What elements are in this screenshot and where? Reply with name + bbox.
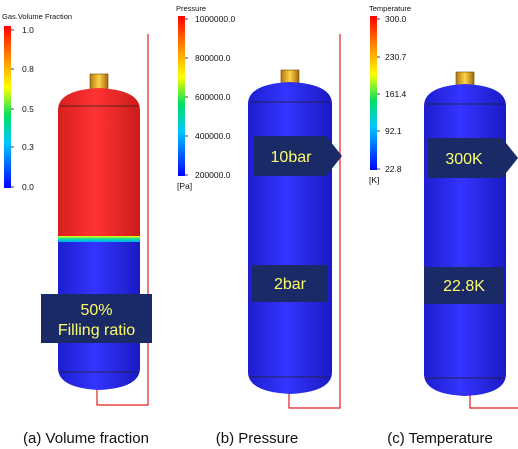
temperature-bottom-background [424, 267, 504, 304]
panel-pressure: Pressure 1000000.0 800000.0 600000.0 400… [176, 4, 342, 447]
caption-c: (c) Temperature [387, 430, 493, 447]
colorbar-title-a: Gas.Volume Fraction [2, 12, 72, 21]
colorbar-tick-c: 22.8 [385, 164, 402, 174]
colorbar-tick-c: 161.4 [385, 89, 407, 99]
gas-liquid-interface [58, 236, 140, 242]
colorbar-tick-b: 600000.0 [195, 92, 231, 102]
colorbar-unit-b: [Pa] [177, 181, 192, 191]
colorbar-tick-c: 230.7 [385, 52, 407, 62]
temperature-top-arrow [428, 138, 518, 178]
filling-ratio-label: Filling ratio [58, 322, 135, 339]
temperature-top-value: 300K [445, 151, 483, 168]
panel-volume-fraction: Gas.Volume Fraction 1.0 0.8 0.5 0.3 0.0 [2, 12, 152, 447]
colorbar-tick-a: 0.5 [22, 104, 34, 114]
caption-a: (a) Volume fraction [23, 430, 149, 447]
colorbar-tick-a: 1.0 [22, 25, 34, 35]
colorbar-gradient-b [178, 16, 185, 176]
pipe-line-c [469, 392, 518, 409]
pressure-top-value: 10bar [271, 149, 313, 166]
colorbar-tick-a: 0.8 [22, 64, 34, 74]
colorbar-b: Pressure 1000000.0 800000.0 600000.0 400… [176, 4, 235, 191]
filling-ratio-box: 50% Filling ratio [41, 294, 152, 343]
pressure-top-label: 10bar [254, 136, 342, 176]
pipe-line-b [288, 34, 341, 409]
colorbar-c: Temperature 300.0 230.7 161.4 92.1 22.8 … [369, 4, 411, 185]
tank-body-b [248, 82, 332, 394]
colorbar-tick-a: 0.0 [22, 182, 34, 192]
pressure-top-arrow [254, 136, 342, 176]
colorbar-tick-a: 0.3 [22, 142, 34, 152]
colorbar-unit-c: [K] [369, 175, 379, 185]
temperature-bottom-value: 22.8K [443, 278, 485, 295]
colorbar-gradient-c [370, 16, 377, 170]
pressure-bottom-value: 2bar [274, 276, 307, 293]
pressure-bottom-background [252, 265, 328, 302]
temperature-top-label: 300K [428, 138, 518, 178]
pipe-line-a [96, 34, 149, 406]
filling-ratio-background [41, 294, 152, 343]
gas-region [58, 88, 140, 238]
colorbar-tick-b: 400000.0 [195, 131, 231, 141]
temperature-bottom-label: 22.8K [424, 267, 504, 304]
colorbar-tick-b: 200000.0 [195, 170, 231, 180]
colorbar-tick-c: 92.1 [385, 126, 402, 136]
tank-body-c [424, 84, 506, 396]
colorbar-tick-b: 800000.0 [195, 53, 231, 63]
colorbar-gradient-a [4, 26, 11, 188]
tank-c [424, 71, 506, 396]
colorbar-title-c: Temperature [369, 4, 411, 13]
colorbar-title-b: Pressure [176, 4, 206, 13]
caption-b: (b) Pressure [216, 430, 299, 447]
pressure-bottom-label: 2bar [252, 265, 328, 302]
colorbar-tick-c: 300.0 [385, 14, 407, 24]
panel-temperature: Temperature 300.0 230.7 161.4 92.1 22.8 … [369, 4, 518, 447]
tank-nozzle-a [89, 73, 109, 91]
colorbar-tick-b: 1000000.0 [195, 14, 235, 24]
tank-b [248, 69, 332, 394]
colorbar-a: Gas.Volume Fraction 1.0 0.8 0.5 0.3 0.0 [2, 12, 72, 192]
filling-ratio-value: 50% [80, 302, 112, 319]
